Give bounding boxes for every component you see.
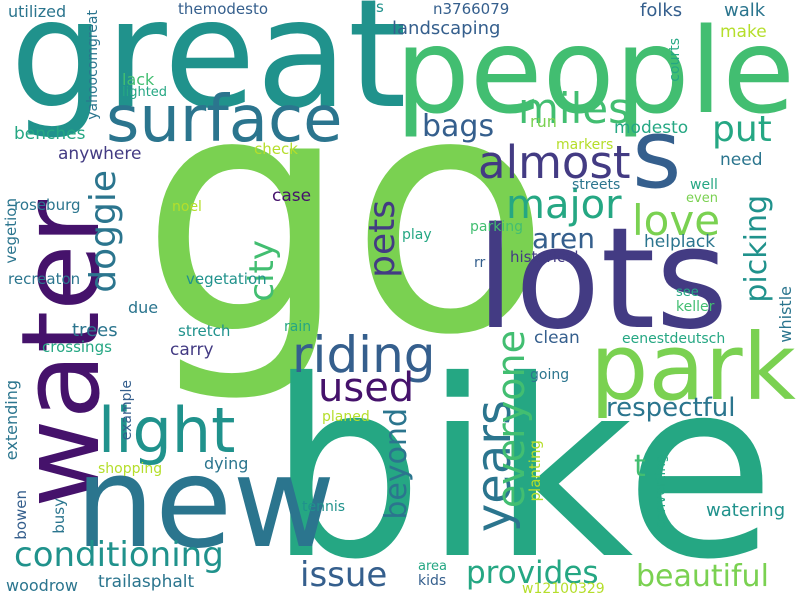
- word-planed: planed: [322, 409, 370, 425]
- word-beyond: beyond: [379, 408, 414, 520]
- word-historical: historical: [510, 248, 579, 266]
- word-bike: bike: [268, 328, 776, 600]
- word-trees: trees: [72, 320, 118, 341]
- word-crossings: crossings: [42, 338, 112, 356]
- word-see: see: [676, 285, 699, 300]
- word-parking: parking: [470, 219, 523, 235]
- word-bowen: bowen: [12, 490, 30, 540]
- word-lack: lack: [122, 70, 155, 89]
- word-yahoocomgreat: yahoocomgreat: [85, 10, 101, 120]
- word-example: example: [119, 380, 135, 441]
- word-used: used: [318, 365, 415, 411]
- word-lighted: lighted: [122, 85, 168, 100]
- word-t: t: [634, 449, 646, 484]
- word-recreaton: recreaton: [8, 270, 81, 288]
- word-pets: pets: [362, 200, 403, 278]
- word-great: great: [10, 0, 407, 142]
- word-respectful: respectful: [606, 393, 736, 423]
- word-issue: issue: [300, 555, 388, 595]
- word-planting: planting: [526, 440, 544, 502]
- word-put: put: [712, 109, 772, 150]
- word-everyone: everyone: [489, 330, 533, 509]
- word-surface: surface: [106, 83, 343, 157]
- word-anywhere: anywhere: [58, 144, 142, 164]
- word-tis: tis: [366, 0, 384, 16]
- word-dying: dying: [204, 454, 249, 473]
- word-well: well: [690, 177, 718, 193]
- word-tennis: tennis: [302, 499, 346, 515]
- word-whistle: whistle: [776, 286, 795, 343]
- word-clean: clean: [534, 328, 580, 348]
- word-lots: lots: [476, 198, 729, 361]
- word-utilized: utilized: [8, 2, 67, 21]
- word-busy: busy: [50, 498, 68, 534]
- word-almost: almost: [478, 136, 631, 189]
- word-carry: carry: [170, 340, 214, 360]
- word-courts: courts: [667, 38, 683, 82]
- word-walk: walk: [724, 0, 766, 21]
- word-watering: watering: [706, 500, 786, 521]
- word-provides: provides: [466, 555, 599, 591]
- word-roseburg: roseburg: [14, 196, 81, 214]
- word-light: light: [98, 394, 236, 467]
- word-benches: benches: [14, 124, 86, 144]
- word-going: going: [530, 367, 570, 383]
- word-make: make: [720, 22, 767, 42]
- word-modesto: modesto: [614, 118, 689, 138]
- word-check: check: [254, 140, 298, 158]
- word-markers: markers: [556, 137, 614, 153]
- word-picking: picking: [739, 195, 774, 303]
- word-love: love: [632, 196, 721, 245]
- word-new: new: [75, 429, 336, 576]
- word-n3766079: n3766079: [433, 0, 510, 18]
- word-shopping: shopping: [98, 461, 163, 477]
- word-miles: miles: [518, 84, 630, 133]
- word-major: major: [506, 182, 622, 228]
- word-helplack: helplack: [644, 232, 716, 252]
- word-noel: noel: [172, 199, 202, 215]
- word-doggie: doggie: [83, 170, 124, 293]
- word-run: run: [530, 112, 557, 131]
- word-vegetation: vegetation: [186, 270, 267, 288]
- word-eenestdeutsch: eenestdeutsch: [622, 331, 726, 347]
- word-vegetion: vegetion: [2, 198, 20, 264]
- word-extending: extending: [2, 380, 21, 461]
- word-area: area: [418, 559, 447, 574]
- word-kids: kids: [418, 573, 447, 589]
- word-converting: converting: [653, 454, 669, 529]
- word-rr: rr: [474, 255, 486, 271]
- word-woodrow: woodrow: [6, 576, 78, 595]
- word-even: even: [686, 191, 718, 206]
- word-conditioning: conditioning: [14, 535, 224, 575]
- word-rain: rain: [284, 319, 312, 335]
- word-keller: keller: [676, 299, 715, 315]
- word-streets: streets: [572, 177, 621, 193]
- word-s: s: [632, 100, 682, 210]
- word-stretch: stretch: [178, 322, 231, 340]
- word-people: people: [395, 2, 795, 140]
- word-riding: riding: [292, 326, 436, 384]
- word-play: play: [402, 227, 432, 243]
- word-bags: bags: [422, 109, 495, 144]
- word-park: park: [590, 314, 796, 421]
- word-trailasphalt: trailasphalt: [98, 572, 195, 592]
- word-case: case: [272, 186, 312, 206]
- word-due: due: [128, 298, 159, 317]
- word-need: need: [720, 150, 763, 170]
- word-go: go: [140, 23, 552, 407]
- word-folks: folks: [640, 0, 683, 21]
- word-landscaping: landscaping: [392, 18, 501, 39]
- word-themodesto: themodesto: [178, 0, 269, 18]
- word-beautiful: beautiful: [636, 559, 769, 594]
- word-aren: aren: [532, 222, 596, 255]
- word-w12100329: w12100329: [522, 581, 605, 597]
